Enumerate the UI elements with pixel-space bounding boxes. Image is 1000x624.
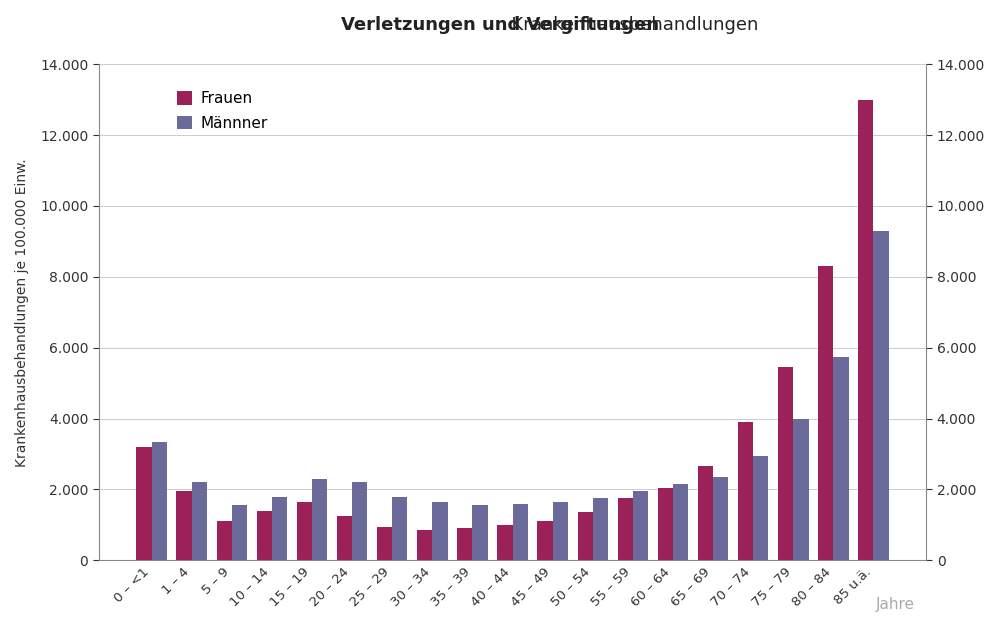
Bar <box>513 504 528 560</box>
Text: Krankenhausbehandlungen: Krankenhausbehandlungen <box>500 16 758 34</box>
Bar <box>618 499 633 560</box>
Bar <box>698 466 713 560</box>
Bar <box>432 502 448 560</box>
Bar <box>337 516 352 560</box>
Bar <box>553 502 568 560</box>
Bar <box>392 497 407 560</box>
Bar <box>272 497 287 560</box>
Legend: Frauen, Männner: Frauen, Männner <box>173 87 272 135</box>
Bar <box>312 479 327 560</box>
Bar <box>257 510 272 560</box>
Bar <box>352 482 367 560</box>
Bar <box>497 525 513 560</box>
Bar <box>136 447 152 560</box>
Bar <box>192 482 207 560</box>
Y-axis label: Krankenhausbehandlungen je 100.000 Einw.: Krankenhausbehandlungen je 100.000 Einw. <box>15 158 29 467</box>
Bar <box>537 521 553 560</box>
Bar <box>858 100 873 560</box>
Bar <box>417 530 432 560</box>
Bar <box>658 487 673 560</box>
Bar <box>778 367 793 560</box>
Bar <box>472 505 488 560</box>
Text: Verletzungen und Vergiftungen: Verletzungen und Vergiftungen <box>341 16 659 34</box>
Bar <box>593 499 608 560</box>
Bar <box>738 422 753 560</box>
Bar <box>176 491 192 560</box>
Bar <box>217 521 232 560</box>
Text: Jahre: Jahre <box>876 597 915 612</box>
Bar <box>578 512 593 560</box>
Bar <box>873 231 889 560</box>
Bar <box>753 456 768 560</box>
Bar <box>833 356 849 560</box>
Bar <box>633 491 648 560</box>
Bar <box>793 419 809 560</box>
Bar <box>232 505 247 560</box>
Bar <box>713 477 728 560</box>
Bar <box>152 442 167 560</box>
Bar <box>297 502 312 560</box>
Bar <box>457 529 472 560</box>
Bar <box>673 484 688 560</box>
Bar <box>818 266 833 560</box>
Bar <box>377 527 392 560</box>
